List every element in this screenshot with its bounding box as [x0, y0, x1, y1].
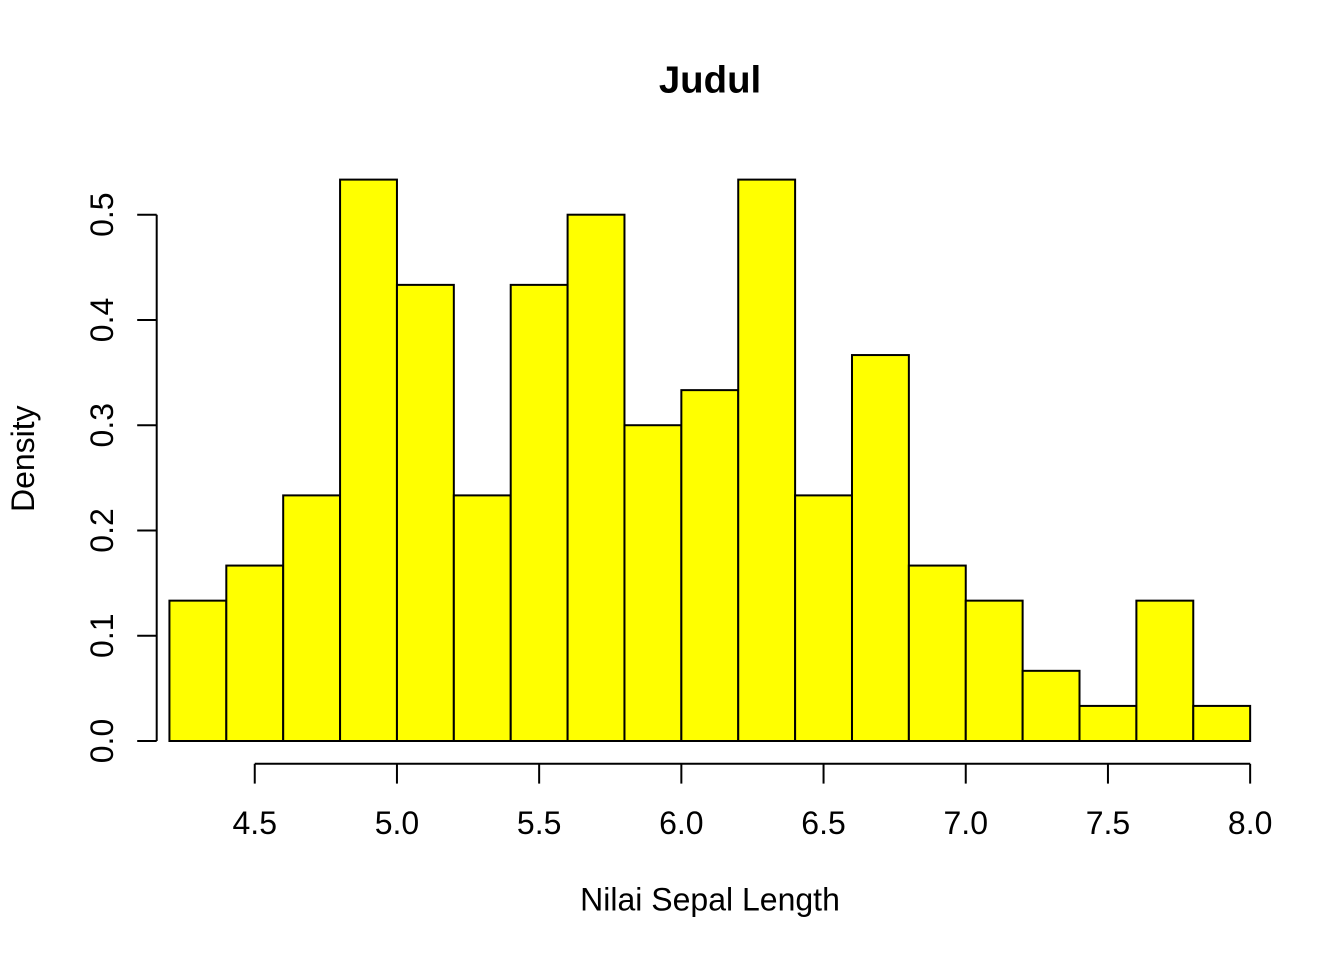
- svg-text:6.5: 6.5: [801, 805, 845, 841]
- svg-text:Density: Density: [5, 405, 41, 512]
- svg-text:8.0: 8.0: [1228, 805, 1272, 841]
- svg-text:Judul: Judul: [659, 59, 761, 102]
- svg-text:4.5: 4.5: [233, 805, 277, 841]
- svg-text:7.5: 7.5: [1086, 805, 1130, 841]
- svg-text:0.5: 0.5: [84, 192, 120, 236]
- svg-text:Nilai Sepal Length: Nilai Sepal Length: [580, 882, 840, 918]
- svg-text:0.4: 0.4: [84, 298, 120, 342]
- svg-text:0.1: 0.1: [84, 613, 120, 657]
- svg-text:7.0: 7.0: [944, 805, 988, 841]
- svg-text:0.0: 0.0: [84, 719, 120, 763]
- svg-text:0.3: 0.3: [84, 403, 120, 447]
- svg-text:0.2: 0.2: [84, 508, 120, 552]
- svg-text:5.5: 5.5: [517, 805, 561, 841]
- svg-text:5.0: 5.0: [375, 805, 419, 841]
- svg-text:6.0: 6.0: [659, 805, 703, 841]
